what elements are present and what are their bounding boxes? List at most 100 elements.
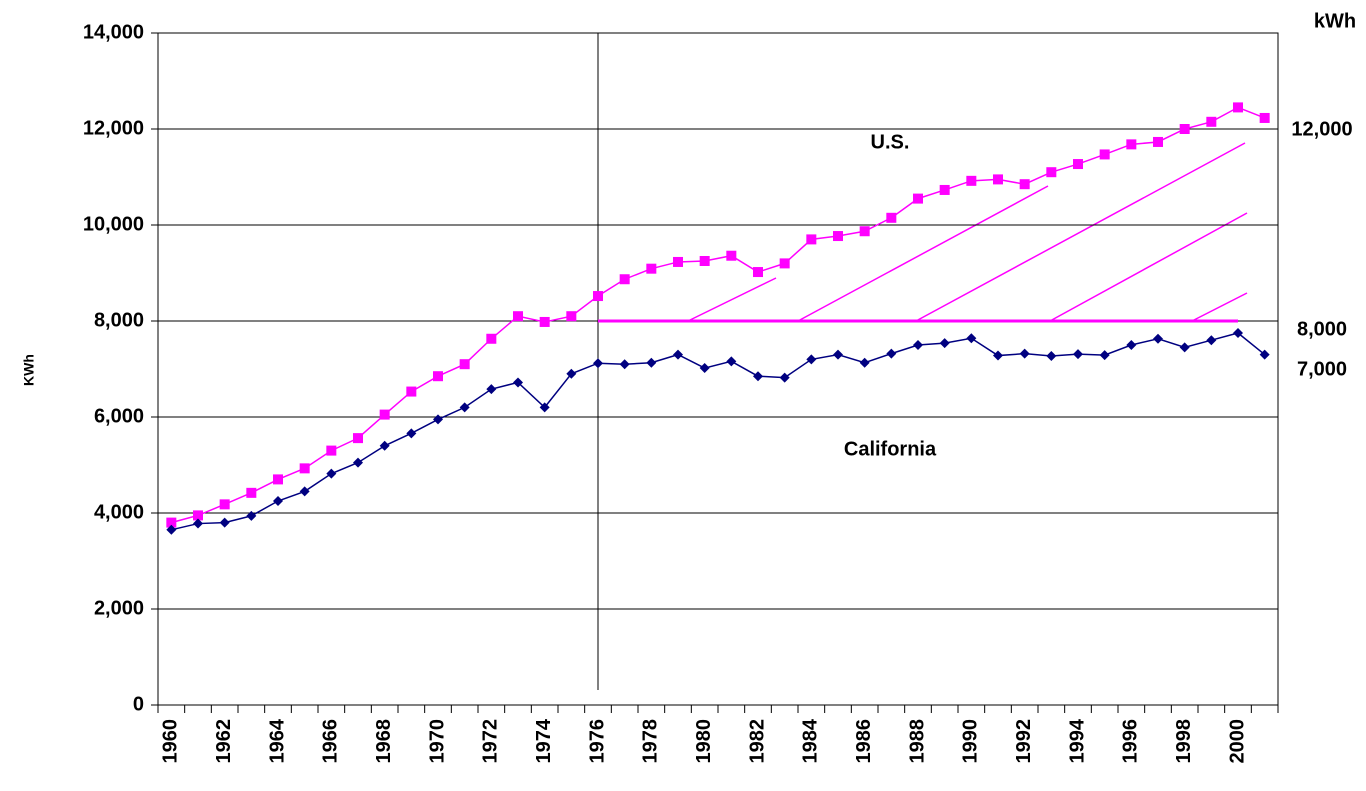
- marker: [779, 258, 790, 269]
- marker: [939, 184, 950, 195]
- marker: [806, 354, 817, 365]
- marker: [353, 433, 363, 444]
- marker: [1206, 116, 1217, 127]
- x-tick-label: 1974: [533, 718, 555, 763]
- x-tick-label: 1978: [640, 719, 662, 764]
- marker: [1073, 159, 1083, 170]
- marker: [433, 414, 443, 425]
- series-label: U.S.: [871, 131, 910, 153]
- hatch-line: [1191, 292, 1248, 322]
- marker: [1233, 102, 1243, 113]
- x-tick-label: 1992: [1013, 719, 1035, 764]
- x-tick-label: 1962: [213, 719, 235, 764]
- marker: [1126, 139, 1137, 150]
- marker: [1073, 349, 1083, 360]
- marker: [753, 371, 763, 382]
- marker: [833, 349, 843, 360]
- marker: [673, 349, 683, 360]
- marker: [859, 226, 870, 237]
- marker: [673, 256, 683, 267]
- marker: [886, 348, 897, 359]
- x-tick-label: 1976: [586, 719, 608, 764]
- x-tick-label: 1998: [1173, 719, 1195, 764]
- marker: [246, 510, 257, 521]
- marker: [913, 340, 923, 350]
- y-tick-label: 14,000: [83, 21, 144, 43]
- marker: [379, 440, 390, 451]
- annotation: 8,000: [1297, 318, 1347, 340]
- x-tick-label: 1964: [266, 718, 288, 763]
- marker: [513, 377, 523, 388]
- y-tick-label: 6,000: [94, 405, 144, 427]
- x-tick-label: 1994: [1066, 718, 1088, 763]
- marker: [1046, 167, 1057, 178]
- x-tick-label: 1970: [426, 719, 448, 764]
- marker: [459, 359, 470, 370]
- marker: [353, 457, 363, 468]
- marker: [593, 291, 603, 302]
- marker: [699, 256, 710, 266]
- marker: [299, 463, 310, 474]
- marker: [993, 350, 1003, 361]
- marker: [219, 499, 230, 510]
- marker: [646, 263, 657, 274]
- marker: [459, 402, 470, 413]
- x-tick-label: 1988: [906, 719, 928, 764]
- marker: [379, 409, 390, 420]
- marker: [1099, 350, 1110, 361]
- marker: [886, 212, 897, 223]
- series-label: California: [844, 438, 937, 460]
- x-tick-label: 2000: [1226, 719, 1248, 764]
- marker: [166, 524, 177, 535]
- x-tick-label: 1982: [746, 719, 768, 764]
- x-tick-label: 1990: [960, 719, 982, 764]
- annotation: 12,000: [1291, 118, 1352, 140]
- marker: [966, 175, 977, 186]
- annotation: 7,000: [1297, 358, 1347, 380]
- x-tick-label: 1986: [853, 719, 875, 764]
- y-tick-label: 10,000: [83, 213, 144, 235]
- y-axis-label: KWh: [21, 354, 37, 386]
- y-tick-label: 0: [133, 693, 144, 715]
- marker: [1019, 348, 1030, 359]
- marker: [299, 486, 310, 497]
- marker: [1206, 335, 1217, 346]
- marker: [1179, 124, 1190, 134]
- marker: [1153, 136, 1163, 147]
- marker: [433, 371, 443, 382]
- marker: [619, 274, 630, 285]
- y-tick-label: 8,000: [94, 309, 144, 331]
- marker: [539, 316, 550, 327]
- marker: [1179, 342, 1190, 353]
- y-tick-label: 12,000: [83, 117, 144, 139]
- marker: [753, 267, 763, 278]
- x-tick-label: 1996: [1120, 719, 1142, 764]
- marker: [939, 338, 950, 349]
- marker: [326, 445, 337, 456]
- hatch: [687, 142, 1248, 322]
- marker: [913, 193, 923, 204]
- x-tick-label: 1968: [373, 719, 395, 764]
- y-tick-label: 4,000: [94, 501, 144, 523]
- marker: [833, 231, 843, 242]
- marker: [273, 496, 283, 506]
- x-tick-label: 1960: [160, 719, 182, 764]
- marker: [779, 372, 790, 383]
- marker: [166, 517, 177, 528]
- annotation: kWh: [1314, 10, 1356, 32]
- marker: [406, 386, 417, 397]
- marker: [193, 510, 203, 521]
- marker: [193, 518, 203, 529]
- marker: [1046, 351, 1057, 362]
- marker: [966, 333, 977, 344]
- x-tick-label: 1980: [693, 719, 715, 764]
- marker: [699, 363, 710, 374]
- marker: [1019, 179, 1030, 190]
- marker: [593, 358, 603, 369]
- marker: [406, 428, 417, 439]
- marker: [326, 468, 337, 479]
- marker: [566, 368, 577, 379]
- marker: [513, 311, 523, 322]
- marker: [859, 357, 870, 368]
